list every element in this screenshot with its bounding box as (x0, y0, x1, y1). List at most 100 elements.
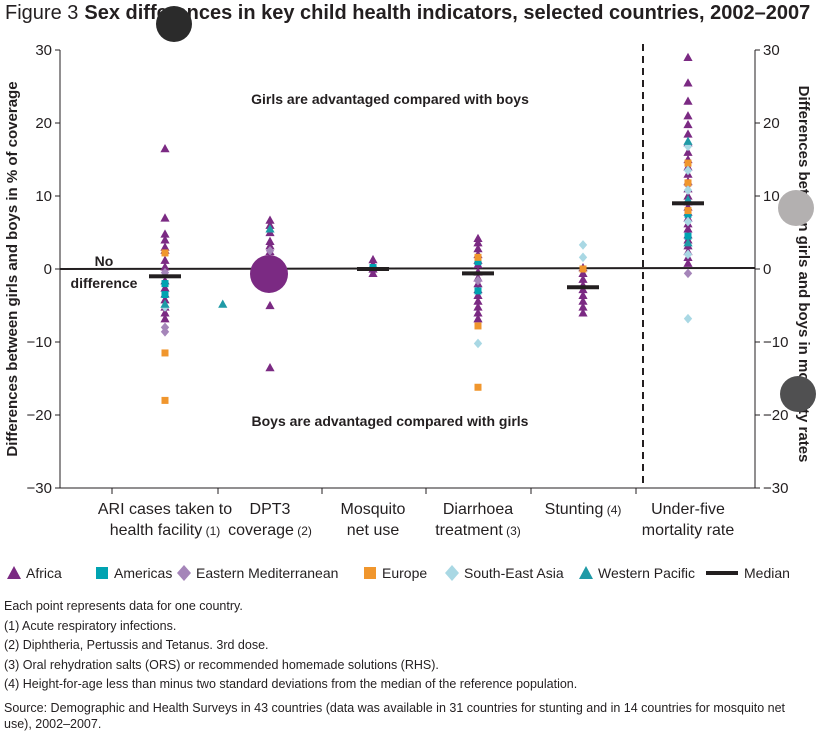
x-category-label: Mosquito (341, 501, 406, 518)
data-point (474, 383, 482, 391)
note-line: (1) Acute respiratory infections. (4, 618, 177, 633)
legend-item-median: Median (706, 558, 790, 588)
y-tick-label-right: −20 (763, 407, 788, 424)
x-category-label: DPT3 (250, 501, 291, 518)
note-line: Each point represents data for one count… (4, 599, 243, 613)
series-eastern-mediterranean (160, 180, 693, 337)
data-point (473, 308, 483, 317)
data-point (474, 258, 482, 266)
data-point (683, 129, 693, 138)
legend-item-americas: Americas (94, 558, 172, 588)
legend-label: Europe (382, 565, 428, 581)
data-point (684, 179, 692, 187)
data-point (578, 252, 588, 263)
legend-item-south-east-asia: South-East Asia (444, 558, 564, 588)
data-point (265, 224, 275, 233)
y-tick-label-right: 30 (763, 42, 780, 59)
annotation-no-difference: No (95, 253, 114, 269)
chart-plot: −30 −30 −20 −20 −10 −10 0 0 10 10 20 20 30 30 Differen… (4, 42, 812, 539)
data-point (160, 235, 170, 244)
data-point (473, 238, 483, 247)
figure-title-row: Figure 3 Sex differences in key child hea… (5, 2, 810, 25)
median-bar (462, 271, 494, 276)
data-point (473, 302, 483, 311)
data-point (265, 215, 275, 224)
data-point (683, 195, 693, 204)
y-tick-label-right: 0 (763, 261, 771, 278)
data-point (683, 268, 693, 279)
data-point (683, 258, 693, 267)
data-point (579, 265, 587, 273)
chart-notes: Each point represents data for one count… (4, 597, 577, 695)
square-marker-icon (362, 565, 378, 581)
data-point (473, 338, 483, 349)
y-tick-label-left: 30 (35, 42, 52, 59)
legend-label: Africa (26, 565, 62, 581)
note-line: (4) Height-for-age less than minus two s… (4, 677, 578, 691)
data-point (161, 249, 169, 257)
legend-label: South-East Asia (464, 565, 564, 581)
legend-item-eastern-mediterranean: Eastern Mediterranean (176, 558, 338, 588)
data-point (473, 290, 483, 299)
x-category-label: health facility (1) (110, 522, 221, 539)
data-point (683, 249, 693, 260)
data-point (578, 296, 588, 305)
data-point (160, 326, 170, 337)
y-tick-label-right: 20 (763, 115, 780, 132)
data-point (683, 136, 693, 145)
note-line: (3) Oral rehydration salts (ORS) or reco… (4, 657, 439, 672)
x-category-label: Under-five (651, 501, 725, 518)
data-point (473, 296, 483, 305)
median-bar (357, 267, 389, 271)
data-point (683, 111, 693, 120)
data-point (160, 255, 170, 264)
data-point (683, 165, 693, 176)
data-point (265, 362, 275, 372)
y-tick-label-right: −10 (763, 334, 788, 351)
y-tick-label-right: 10 (763, 188, 780, 205)
data-point (683, 224, 693, 233)
y-tick-label-left: −30 (27, 480, 52, 497)
legend-item-europe: Europe (362, 558, 427, 588)
legend-label: Median (744, 565, 790, 581)
data-point (473, 233, 483, 243)
y-tick-label-left: −10 (27, 334, 52, 351)
data-point (160, 308, 170, 317)
y-axis-label-left: Differences between girls and boys in % … (4, 81, 21, 456)
y-tick-label-left: 20 (35, 115, 52, 132)
data-point (578, 302, 588, 311)
series-western-pacific (160, 136, 693, 308)
data-point (474, 322, 482, 330)
data-point (683, 238, 693, 247)
x-category-label: coverage (2) (228, 522, 312, 539)
annotation-no-difference: difference (71, 275, 138, 291)
data-point (474, 287, 482, 295)
figure-number: Figure 3 (5, 2, 79, 24)
median-bar (149, 274, 181, 279)
data-point (160, 314, 170, 323)
legend-label: Western Pacific (598, 565, 695, 581)
data-point (683, 216, 693, 227)
data-point (684, 210, 692, 218)
data-point (160, 299, 170, 308)
diamond-marker-icon (444, 565, 460, 581)
x-category-label: Diarrhoea (443, 501, 513, 518)
data-point (265, 236, 275, 245)
median-bar (567, 285, 599, 290)
data-point (473, 275, 483, 286)
triangle-marker-icon (578, 565, 594, 581)
data-point (265, 300, 275, 310)
data-point (683, 119, 693, 129)
data-point (683, 96, 693, 105)
data-point (473, 314, 483, 323)
data-point (160, 283, 170, 292)
median-bar (672, 201, 704, 206)
data-point (160, 213, 170, 222)
data-point (578, 274, 588, 283)
data-point (161, 349, 169, 357)
data-point (683, 147, 693, 156)
series-europe (161, 159, 692, 404)
triangle-marker-icon (6, 565, 22, 581)
data-point (684, 207, 692, 215)
overlay-dot-dark (156, 6, 192, 42)
